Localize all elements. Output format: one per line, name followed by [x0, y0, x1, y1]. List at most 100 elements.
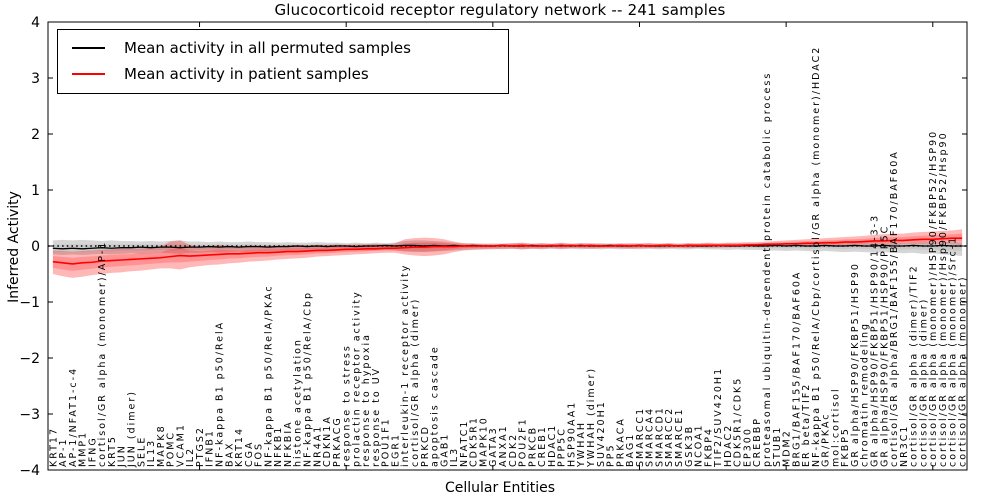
x-category-label: IL3 [449, 447, 460, 467]
x-category-label: cortisol/GR alpha (monomer)/AP-1 [97, 241, 108, 467]
x-category-label: histone acetylation [293, 338, 304, 467]
x-category-label: cortisol/GR alpha (dimer) [918, 298, 929, 467]
x-category-label: HDAC2 [723, 424, 734, 467]
y-tick-label: 0 [31, 239, 40, 255]
x-category-label: PRKCD [420, 425, 431, 467]
permuted-line-swatch [72, 47, 105, 49]
x-category-label: response to UV [371, 367, 382, 467]
legend-entry-permuted: Mean activity in all permuted samples [58, 35, 508, 61]
x-category-label: mol:cortisol [830, 387, 841, 467]
x-category-label: cortisol/GR alpha (monomer) [958, 275, 969, 467]
x-category-label: CDK2 [508, 433, 519, 467]
x-category-label: NF-kappa B1 p50/RelA/Cbp/cortisol/GR alp… [811, 46, 822, 467]
x-category-label: cortisol/GR alpha (monomer)/Hsp90/FKBP52… [938, 131, 949, 467]
x-category-label: POMC [166, 431, 177, 467]
x-category-label: HDAC1 [547, 424, 558, 467]
x-category-label: NR3C1 [899, 425, 910, 467]
x-category-label: CGA [244, 441, 255, 468]
y-tick-label: 3 [31, 71, 40, 87]
x-category-label: PRKCB [527, 426, 538, 467]
x-axis-label: Cellular Entities [444, 480, 556, 496]
patient-band-inner [52, 233, 963, 271]
x-category-label: GR alpha/HSP90/FKBP51/HSP90/PP5C [879, 225, 890, 467]
x-category-label: IL13 [146, 439, 157, 467]
x-category-label: GAB1 [439, 433, 450, 467]
x-category-label: FKBP4 [703, 427, 714, 467]
x-category-label: NFATC1 [459, 420, 470, 467]
x-category-label: BRG1/BAF155/BAF170/BAF60A [791, 271, 802, 467]
y-tick-label: −4 [19, 463, 40, 479]
x-category-label: cortisol/GR alpha (dimer)/TIF2 [909, 264, 920, 467]
x-category-label: FOS [254, 442, 265, 467]
x-category-label: EGR1 [390, 433, 401, 467]
x-category-label: SMARCE1 [674, 407, 685, 467]
x-category-label: response to stress [342, 344, 353, 467]
x-category-label: NF-kappa B1 p50/RelA/Cbp [302, 291, 313, 467]
x-category-label: SELE [136, 436, 147, 467]
x-category-label: chromatin remodeling [860, 322, 871, 467]
x-category-label: SMARCD1 [654, 406, 665, 467]
x-category-label: NFKBIA [283, 420, 294, 467]
x-category-label: ANXA1 [498, 424, 509, 467]
chart-title: Glucocorticoid receptor regulatory netwo… [274, 1, 726, 19]
x-category-label: IFNG [87, 436, 98, 467]
x-category-label: AP-1 [58, 438, 69, 468]
x-category-label: SUV420H1 [596, 400, 607, 467]
x-category-label: apoptosis cascade [430, 345, 441, 467]
x-category-label: AP-1/NFAT1-c-4 [68, 367, 79, 467]
x-category-label: SMARCC2 [664, 407, 675, 467]
x-category-label: ER beta/TIF2 [801, 383, 812, 467]
x-category-label: GR alpha/HSP90/FKBP51/HSP90/14-3-3 [870, 214, 881, 467]
x-category-label: YWHAH (dimer) [586, 367, 597, 468]
y-tick-label: 2 [31, 127, 40, 143]
x-category-label: KRT17 [48, 427, 59, 467]
y-tick-label: −3 [19, 407, 40, 423]
x-category-label: EP300 [742, 427, 753, 467]
patient-mean-line [52, 237, 963, 265]
legend-entry-patient: Mean activity in patient samples [58, 61, 508, 87]
x-category-label: BAX [224, 441, 235, 467]
permuted-band-outer [52, 239, 963, 257]
x-category-label: STUB1 [772, 426, 783, 467]
x-category-label: NFKB1 [273, 426, 284, 467]
x-category-label: YWHAH [576, 421, 587, 468]
x-category-label: CDK5R1 [469, 416, 480, 467]
y-axis-label: Inferred Activity [6, 191, 22, 303]
y-tick-label: −1 [19, 295, 40, 311]
x-category-label: cortisol/GR alpha/BRG1/BAF155/BAF170/BAF… [889, 150, 900, 467]
x-category-label: MDM2 [782, 429, 793, 467]
x-category-label: VCAM1 [175, 423, 186, 467]
x-category-label: SMARCA4 [645, 407, 656, 467]
x-category-label: cortisol/GR alpha (monomer)/HSP90/FKBP52… [928, 130, 939, 467]
y-tick-label: 4 [31, 15, 40, 31]
x-category-label: MAPK10 [478, 416, 489, 467]
x-category-label: NF-kappa B1 p50/RelA/PKAc [263, 284, 274, 467]
x-category-label: POU1F1 [381, 417, 392, 467]
y-tick-label: 1 [31, 183, 40, 199]
x-category-label: HSP90AA1 [566, 401, 577, 467]
x-category-label: NCOA1 [694, 423, 705, 467]
x-category-label: IL2 [185, 447, 196, 467]
x-category-label: FKBP5 [840, 427, 851, 467]
x-category-label: SMARCC1 [635, 407, 646, 467]
x-category-label: cortisol/GR alpha (dimer) [410, 298, 421, 467]
x-category-label: CREBBP [752, 417, 763, 467]
x-category-label: GSK3B [684, 425, 695, 467]
x-category-label: PPP5C [557, 427, 568, 467]
x-category-label: interleukin-1 receptor activity [400, 264, 411, 467]
x-category-label: CREB1 [537, 425, 548, 467]
x-category-label: BAG1 [625, 433, 636, 467]
patient-line-swatch [72, 73, 105, 75]
x-category-label: proteasomal ubiquitin-dependent protein … [762, 72, 773, 467]
x-category-label: GR/PKAc [821, 412, 832, 467]
legend-label-patient: Mean activity in patient samples [124, 65, 369, 83]
x-category-label: NR4A1 [312, 425, 323, 467]
x-category-label: JUN [117, 444, 128, 468]
x-category-label: NF-kappa B1 p50/RelA [214, 321, 225, 467]
x-category-label: POU2F1 [518, 417, 529, 467]
x-category-label: PRKACA [615, 417, 626, 467]
x-category-label: IFNB1 [205, 429, 216, 467]
y-tick-label: −2 [19, 351, 40, 367]
